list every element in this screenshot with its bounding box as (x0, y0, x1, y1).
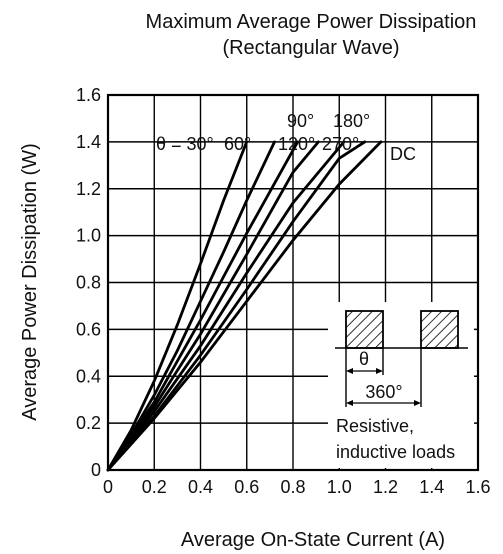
y-tick-label: 1.4 (76, 132, 101, 152)
y-tick-label: 0.2 (76, 413, 101, 433)
period-arrowhead-left (346, 400, 353, 406)
curve-series-2 (106, 140, 300, 472)
grid-lines (108, 95, 478, 470)
y-tick-label: 1.6 (76, 85, 101, 105)
curve-label: 180° (333, 111, 370, 131)
x-tick-label: 0.8 (280, 477, 305, 497)
x-tick-label: 1.2 (373, 477, 398, 497)
load-note-line-2: inductive loads (336, 442, 455, 462)
x-tick-label: 0.4 (188, 477, 213, 497)
plot-frame (106, 93, 480, 472)
x-tick-label: 0.2 (142, 477, 167, 497)
x-tick-label: 0.6 (234, 477, 259, 497)
tick-labels: 0 0.2 0.4 0.6 0.8 1.0 1.2 1.4 1.6 0 0.2 0.4 0.6 0.8 1.… (76, 85, 491, 497)
curve-label: 120° (278, 134, 315, 154)
theta-label: θ (359, 349, 369, 369)
y-tick-label: 0.4 (76, 366, 101, 386)
curve-series-3 (106, 140, 320, 472)
period-arrowhead-right (414, 400, 421, 406)
curve-label: 90° (287, 111, 314, 131)
curve-series-4 (106, 140, 346, 472)
curve-series-6 (106, 140, 383, 472)
pulse-two (420, 310, 459, 349)
theta-arrowhead-right (376, 368, 383, 374)
load-note-line-1: Resistive, (336, 416, 414, 436)
x-tick-label: 0 (103, 477, 113, 497)
y-tick-label: 0.6 (76, 319, 101, 339)
curve-label: 60° (224, 134, 251, 154)
curve-series-1 (106, 140, 276, 472)
x-tick-label: 1.6 (465, 477, 490, 497)
x-axis-label: Average On-State Current (A) (181, 529, 445, 551)
x-tick-label: 1.4 (419, 477, 444, 497)
theta-arrowhead-left (346, 368, 353, 374)
power-curves (106, 140, 383, 472)
rectangular-wave-inset: θ 360° Resistive, inductive loads (328, 302, 474, 468)
curve-label: 270° (322, 134, 359, 154)
x-tick-label: 1.0 (327, 477, 352, 497)
chart-subtitle: (Rectangular Wave) (222, 37, 399, 59)
y-tick-label: 0 (91, 460, 101, 480)
period-label: 360° (365, 382, 402, 402)
y-tick-label: 1.2 (76, 179, 101, 199)
curve-series-0 (106, 140, 249, 472)
curve-series-5 (106, 140, 367, 472)
pulse-one (345, 310, 384, 349)
y-axis-label: Average Power Dissipation (W) (19, 143, 41, 421)
y-tick-label: 1.0 (76, 226, 101, 246)
chart-title: Maximum Average Power Dissipation (146, 11, 477, 33)
curve-label: DC (390, 144, 416, 164)
curve-label: θ = 30° (156, 134, 214, 154)
y-tick-label: 0.8 (76, 273, 101, 293)
curve-labels: θ = 30° 60° 120° 270° 90° 180° DC (156, 111, 416, 164)
